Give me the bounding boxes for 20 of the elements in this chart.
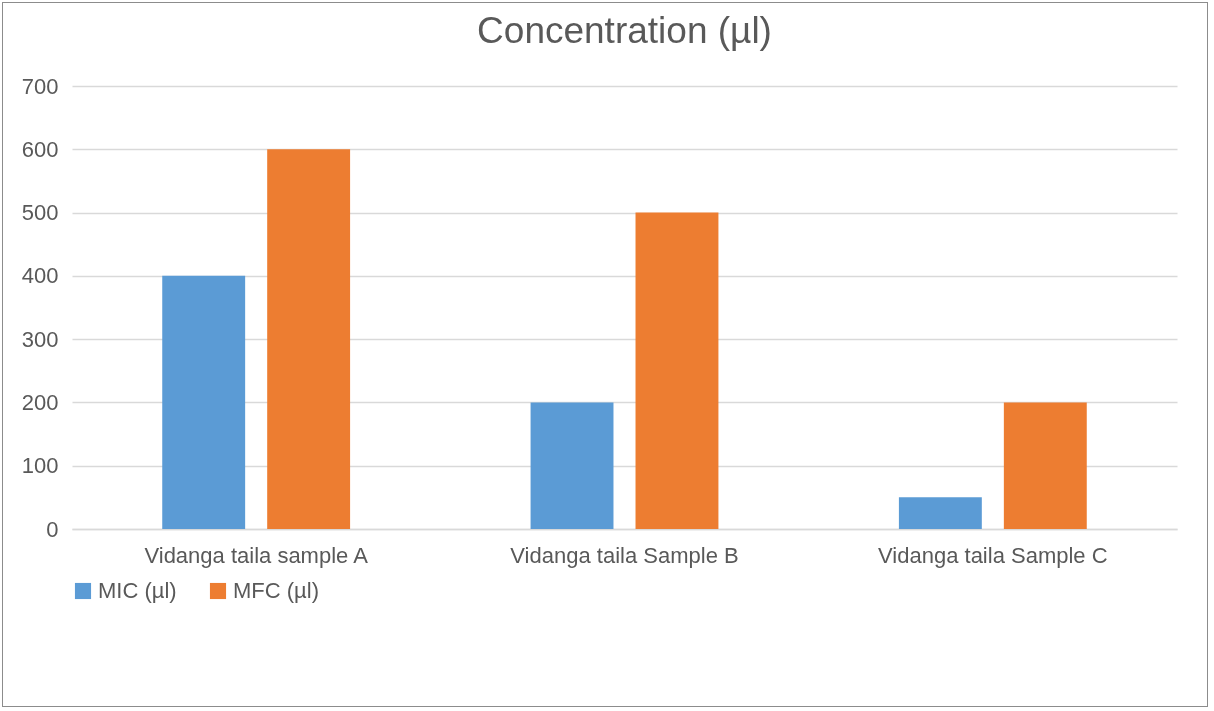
x-tick-label: Vidanga taila Sample C <box>878 542 1108 568</box>
chart-title: Concentration (µl) <box>477 10 772 51</box>
bar <box>1003 402 1087 529</box>
y-tick-label: 700 <box>21 73 59 99</box>
bar <box>530 402 614 529</box>
x-tick-label: Vidanga taila sample A <box>144 542 369 568</box>
bar <box>162 275 246 529</box>
y-tick-label: 400 <box>21 263 59 289</box>
y-tick-label: 100 <box>21 453 59 479</box>
legend-label: MIC (µl) <box>98 578 177 603</box>
legend-label: MFC (µl) <box>233 578 319 603</box>
y-tick-label: 300 <box>21 326 59 352</box>
y-tick-label: 600 <box>21 136 59 162</box>
x-tick-label: Vidanga taila Sample B <box>510 542 739 568</box>
y-tick-label: 0 <box>46 516 59 542</box>
bar <box>267 149 351 529</box>
bar <box>635 212 719 529</box>
y-tick-label: 500 <box>21 200 59 226</box>
y-tick-label: 200 <box>21 389 59 415</box>
bar <box>898 497 982 529</box>
